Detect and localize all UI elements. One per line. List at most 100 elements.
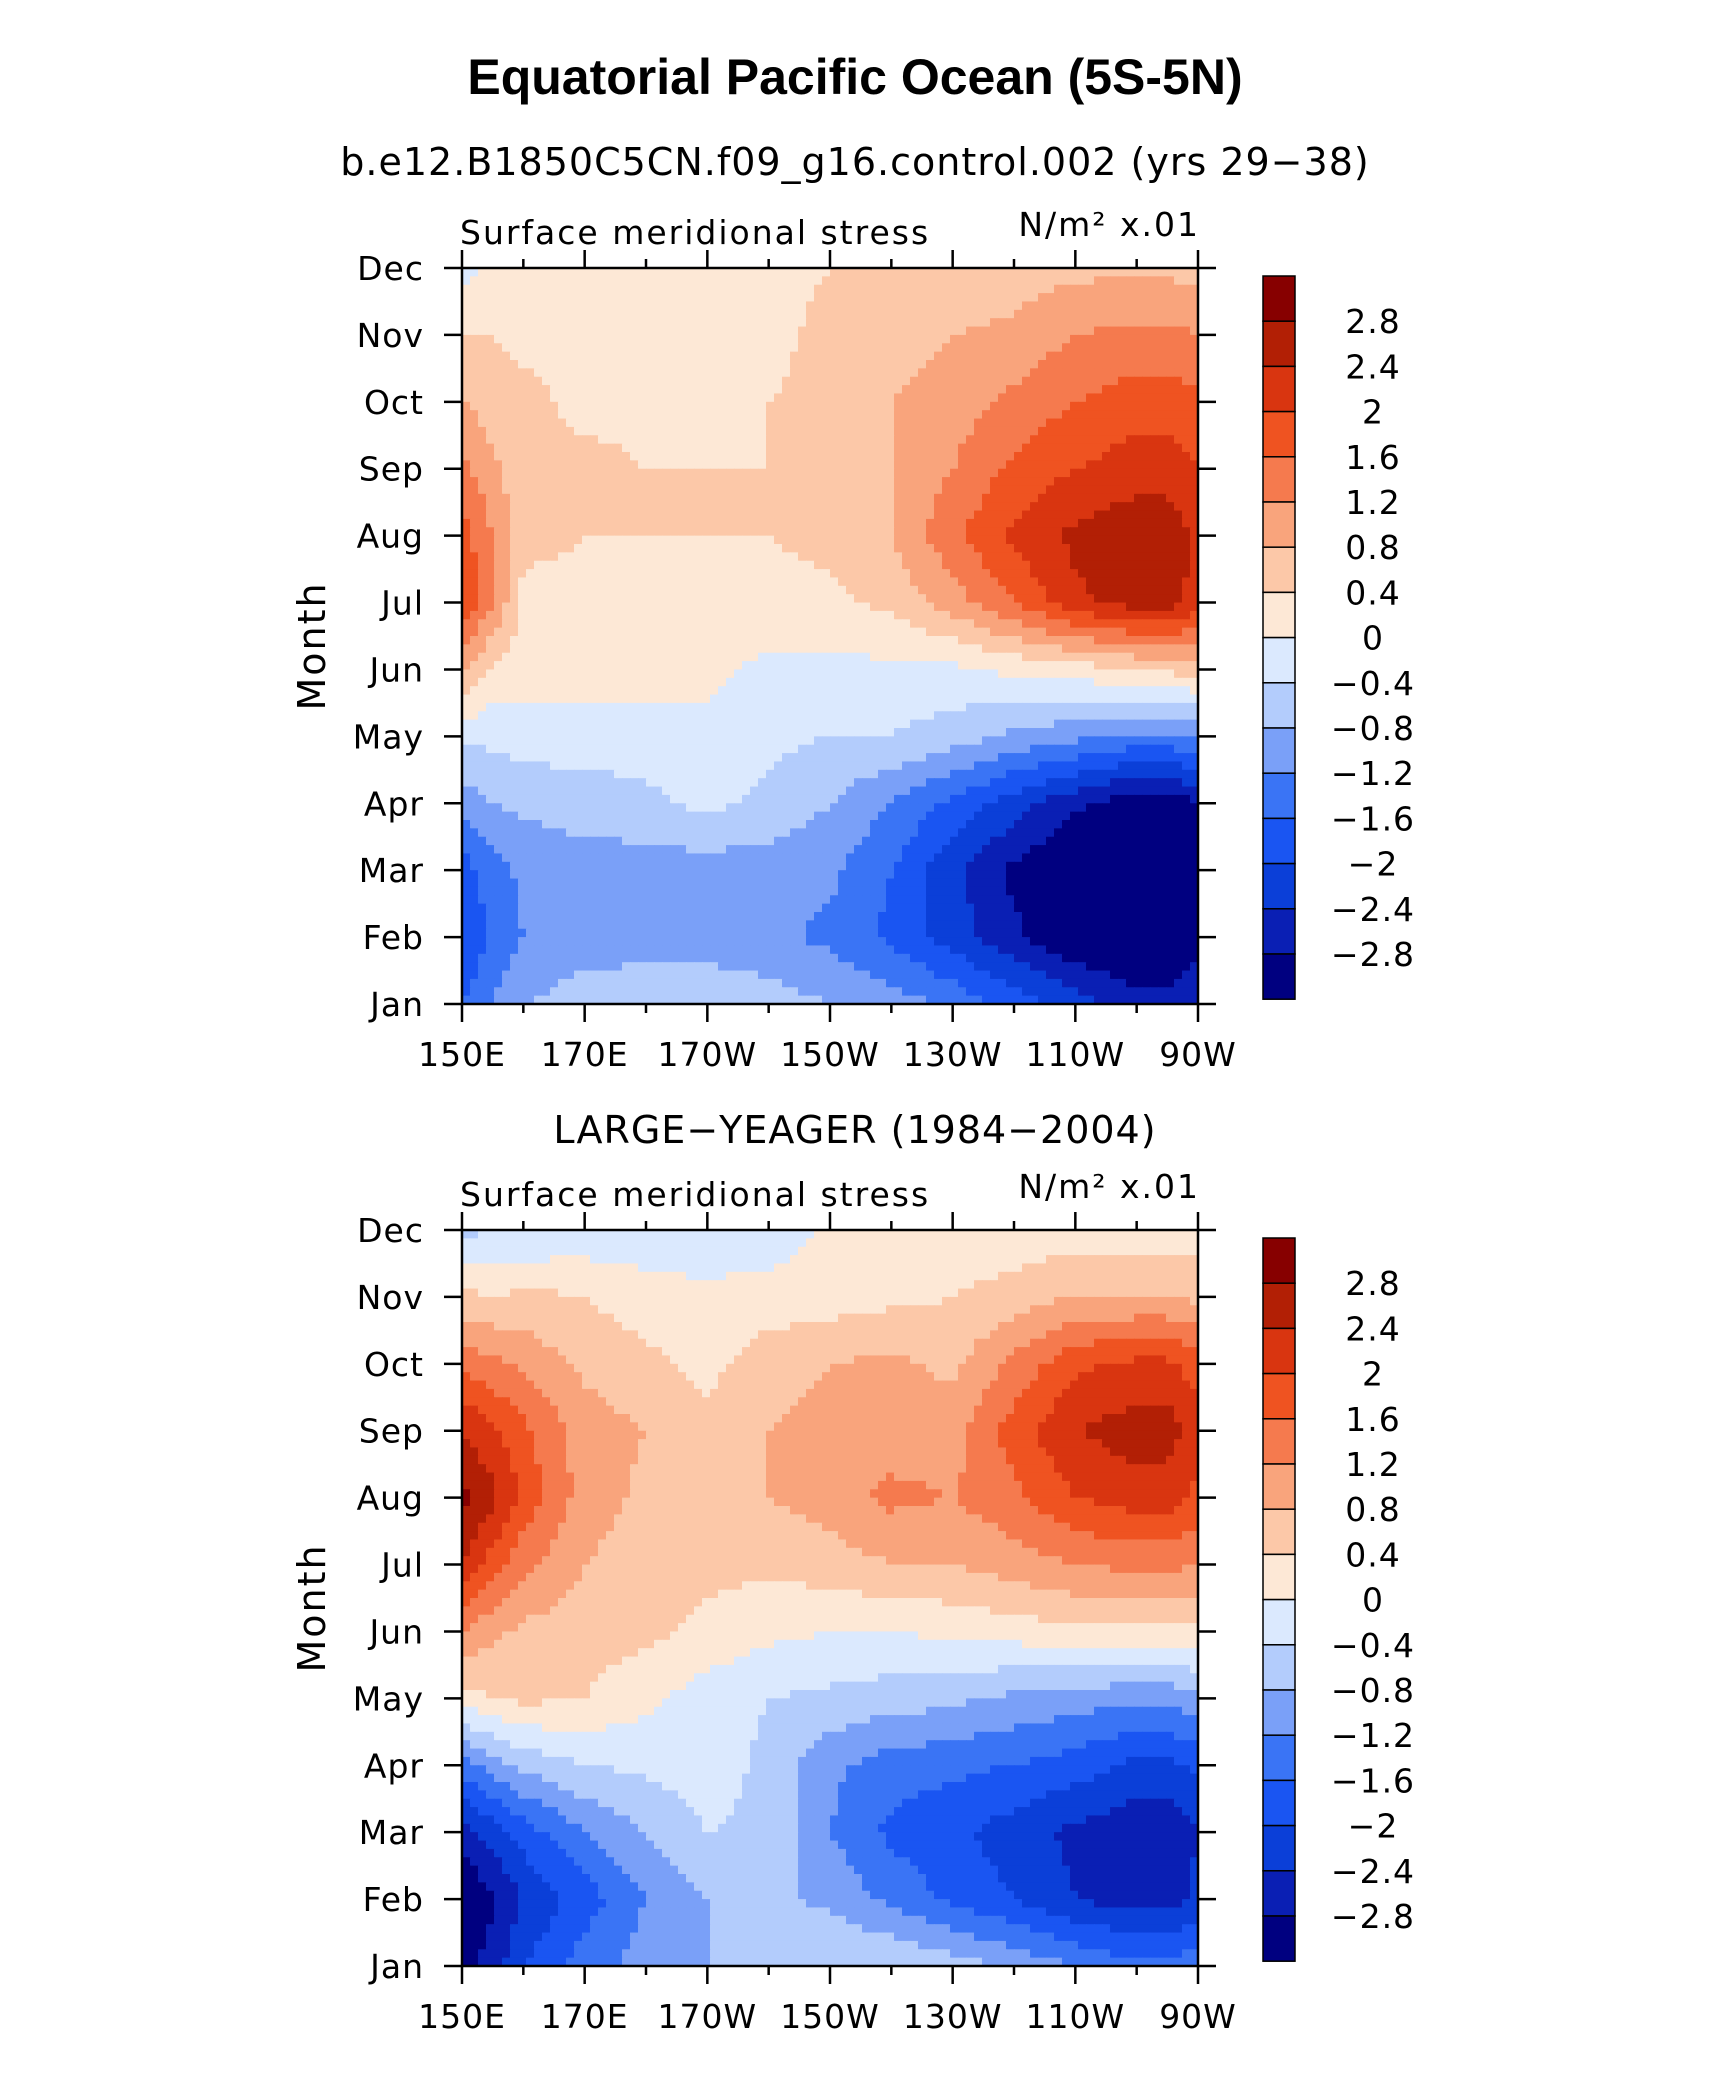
contour-cell	[838, 619, 847, 629]
contour-cell	[1070, 410, 1079, 420]
contour-cell	[726, 468, 735, 478]
contour-cell	[1150, 644, 1159, 654]
contour-cell	[758, 276, 767, 286]
contour-cell	[1118, 661, 1127, 671]
contour-cell	[846, 510, 855, 520]
contour-cell	[1126, 318, 1135, 328]
contour-cell	[1094, 527, 1103, 537]
contour-cell	[854, 552, 863, 562]
contour-cell	[1150, 694, 1159, 704]
contour-cell	[638, 418, 647, 428]
contour-cell	[1118, 452, 1127, 461]
contour-cell	[982, 510, 991, 520]
contour-cell	[526, 426, 535, 436]
contour-cell	[766, 418, 775, 428]
contour-cell	[462, 686, 471, 696]
contour-cell	[958, 636, 967, 645]
contour-cell	[1094, 560, 1103, 570]
contour-cell	[966, 276, 975, 286]
contour-cell	[550, 661, 559, 671]
contour-cell	[774, 452, 783, 461]
contour-cell	[902, 452, 911, 461]
contour-cell	[646, 309, 655, 319]
contour-cell	[702, 443, 711, 453]
contour-cell	[518, 518, 527, 528]
contour-cell	[1134, 544, 1143, 553]
contour-cell	[646, 276, 655, 286]
contour-cell	[966, 502, 975, 512]
contour-cell	[1038, 443, 1047, 453]
contour-cell	[1070, 452, 1079, 461]
contour-cell	[942, 360, 951, 369]
contour-cell	[1094, 677, 1103, 687]
contour-cell	[494, 502, 503, 512]
contour-cell	[1006, 301, 1015, 311]
contour-cell	[622, 610, 631, 620]
contour-cell	[702, 569, 711, 579]
contour-cell	[1086, 443, 1095, 453]
contour-cell	[790, 669, 799, 679]
contour-cell	[926, 268, 935, 277]
contour-cell	[886, 493, 895, 503]
contour-cell	[566, 343, 575, 353]
contour-cell	[878, 535, 887, 545]
contour-cell	[1158, 569, 1167, 579]
contour-cell	[734, 585, 743, 595]
contour-cell	[958, 418, 967, 428]
contour-cell	[758, 426, 767, 436]
contour-cell	[734, 443, 743, 453]
contour-cell	[518, 702, 527, 712]
contour-cell	[1166, 452, 1175, 461]
contour-cell	[502, 309, 511, 319]
contour-cell	[862, 544, 871, 553]
contour-cell	[670, 326, 679, 336]
contour-cell	[886, 443, 895, 453]
contour-cell	[854, 610, 863, 620]
contour-cell	[830, 502, 839, 512]
contour-cell	[702, 636, 711, 645]
contour-cell	[1014, 452, 1023, 461]
contour-cell	[830, 410, 839, 420]
contour-cell	[550, 418, 559, 428]
contour-cell	[622, 276, 631, 286]
contour-cell	[558, 326, 567, 336]
contour-cell	[1054, 711, 1063, 721]
contour-cell	[542, 686, 551, 696]
contour-cell	[878, 477, 887, 487]
contour-cell	[1078, 652, 1087, 662]
contour-cell	[886, 560, 895, 570]
contour-cell	[862, 410, 871, 420]
contour-cell	[990, 368, 999, 378]
contour-cell	[1174, 376, 1183, 386]
contour-cell	[758, 318, 767, 328]
contour-cell	[702, 544, 711, 553]
contour-cell	[622, 418, 631, 428]
contour-cell	[862, 661, 871, 671]
contour-cell	[598, 636, 607, 645]
contour-cell	[518, 460, 527, 470]
contour-cell	[1054, 435, 1063, 445]
contour-cell	[990, 351, 999, 361]
contour-cell	[1174, 702, 1183, 712]
contour-cell	[1134, 644, 1143, 654]
contour-cell	[510, 610, 519, 620]
contour-cell	[1070, 351, 1079, 361]
contour-cell	[606, 368, 615, 378]
contour-cell	[518, 560, 527, 570]
contour-cell	[1094, 652, 1103, 662]
contour-cell	[886, 686, 895, 696]
contour-cell	[606, 719, 615, 729]
contour-cell	[590, 268, 599, 277]
contour-cell	[1086, 426, 1095, 436]
contour-cell	[1054, 661, 1063, 671]
contour-cell	[750, 619, 759, 629]
contour-cell	[614, 435, 623, 445]
contour-cell	[990, 468, 999, 478]
contour-cell	[846, 669, 855, 679]
contour-cell	[982, 435, 991, 445]
contour-cell	[534, 510, 543, 520]
contour-cell	[1134, 360, 1143, 369]
contour-cell	[886, 418, 895, 428]
contour-cell	[1086, 268, 1095, 277]
contour-cell	[622, 368, 631, 378]
